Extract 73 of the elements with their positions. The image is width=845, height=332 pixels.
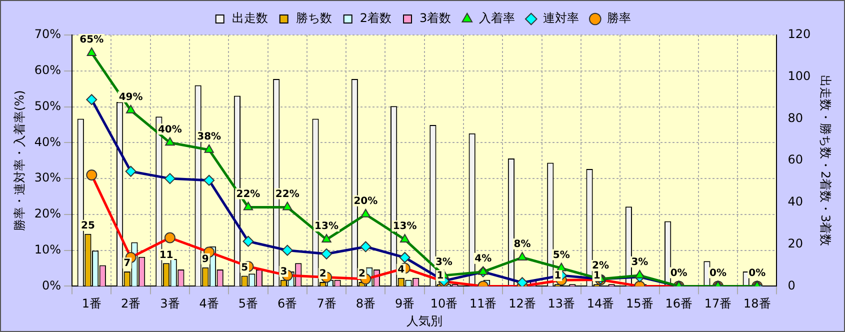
x-tick-label: 6番 [278, 296, 298, 311]
x-tick-label: 11番 [469, 296, 497, 311]
data-label: 9 [202, 254, 209, 265]
y-tick-label: 10% [34, 242, 62, 256]
y-tick-label: 60% [34, 63, 62, 78]
data-label: 0% [748, 268, 766, 279]
y2-tick-label: 80 [788, 110, 803, 125]
data-label: 22% [275, 188, 300, 200]
x-tick-label: 1番 [82, 296, 102, 311]
data-label: 4% [474, 253, 492, 264]
x-tick-label: 3番 [160, 296, 180, 311]
data-label: 4 [398, 264, 405, 276]
y2-axis-title: 出走数・勝ち数・2着数・3着数 [818, 74, 833, 246]
x-tick-label: 2番 [120, 296, 141, 311]
x-tick-label: 5番 [238, 296, 258, 311]
data-label: 7 [124, 258, 131, 270]
y-tick-label: 30% [34, 170, 62, 185]
data-label: 5% [552, 250, 570, 261]
legend-label: 3着数 [420, 11, 452, 26]
data-label: 2% [592, 260, 610, 272]
legend-label: 連対率 [543, 11, 580, 26]
data-label: 1 [554, 270, 562, 282]
data-label: 49% [118, 92, 143, 103]
legend-label: 出走数 [232, 11, 268, 26]
y-tick-label: 40% [34, 134, 62, 149]
data-label: 1 [593, 270, 600, 282]
y2-tick-label: 100 [788, 68, 811, 83]
y2-tick-label: 20 [788, 236, 803, 250]
data-label: 0% [709, 268, 726, 279]
legend-label: 勝ち数 [296, 11, 332, 26]
data-label: 22% [236, 188, 260, 200]
data-label: 0% [670, 268, 688, 279]
data-label: 40% [158, 124, 182, 136]
x-tick-label: 17番 [704, 296, 732, 311]
data-label: 3% [435, 257, 452, 268]
legend-label: 勝率 [607, 11, 632, 26]
data-label: 11 [159, 250, 174, 261]
y2-tick-label: 120 [788, 27, 811, 42]
x-tick-label: 16番 [665, 296, 692, 311]
x-tick-label: 12番 [508, 296, 536, 311]
y-axis-title: 勝率・連対率・入着率(%) [12, 90, 26, 231]
legend-label: 2着数 [360, 11, 392, 26]
data-label: 13% [314, 221, 338, 232]
x-tick-label: 9番 [394, 296, 415, 311]
data-label: 38% [197, 131, 222, 142]
data-label: 13% [392, 221, 417, 232]
y-tick-label: 20% [34, 206, 62, 221]
x-tick-label: 15番 [626, 296, 654, 311]
data-label: 5 [241, 262, 248, 274]
x-axis-title: 人気別 [406, 314, 442, 328]
data-label: 25 [81, 220, 95, 232]
x-tick-label: 14番 [586, 296, 614, 311]
y2-tick-label: 60 [788, 152, 803, 167]
data-label: 20% [354, 196, 378, 208]
y-tick-label: 70% [34, 27, 62, 42]
y-tick-label: 0% [42, 278, 62, 292]
data-label: 8% [514, 239, 531, 250]
x-tick-label: 4番 [199, 296, 219, 311]
y-tick-label: 50% [34, 98, 62, 113]
x-tick-label: 10番 [430, 296, 458, 311]
data-label: 1 [436, 270, 444, 282]
data-label: 2 [319, 268, 326, 280]
data-label: 3 [280, 266, 288, 278]
data-label: 3% [631, 257, 648, 268]
y2-tick-label: 0 [788, 278, 796, 292]
data-label: 2 [358, 268, 366, 280]
x-tick-label: 18番 [743, 296, 771, 311]
y2-tick-label: 40 [788, 194, 803, 209]
x-tick-label: 13番 [548, 296, 576, 311]
x-tick-label: 7番 [316, 296, 336, 311]
data-label: 65% [80, 34, 104, 46]
legend-label: 入着率 [479, 11, 516, 26]
x-tick-label: 8番 [356, 296, 376, 311]
